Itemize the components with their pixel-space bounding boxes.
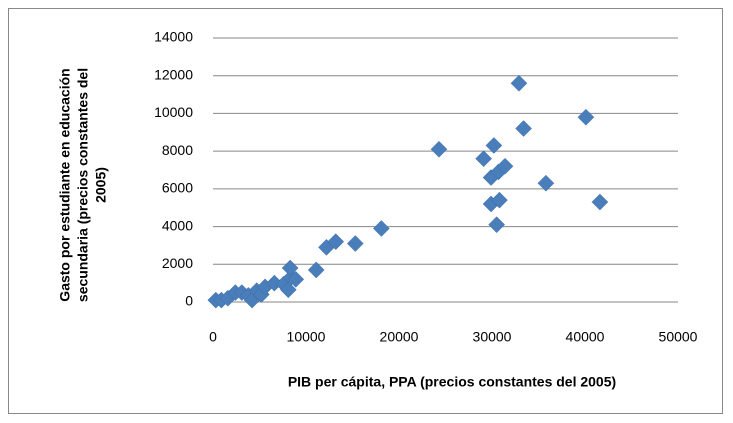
point bbox=[279, 281, 297, 299]
point bbox=[281, 259, 299, 277]
point bbox=[430, 140, 448, 158]
point bbox=[515, 120, 532, 137]
x-tick-label: 30000 bbox=[473, 329, 512, 345]
y-axis-title-line: secundaria (precios constantes del bbox=[75, 68, 91, 302]
y-tick-label: 4000 bbox=[162, 217, 193, 233]
y-tick-label: 12000 bbox=[154, 66, 193, 82]
y-tick-label: 8000 bbox=[162, 142, 193, 158]
point bbox=[485, 137, 503, 154]
y-tick-label: 14000 bbox=[154, 29, 193, 45]
x-tick-label: 10000 bbox=[287, 329, 326, 345]
point bbox=[346, 235, 364, 252]
chart-frame bbox=[8, 8, 723, 414]
point bbox=[307, 261, 325, 279]
y-axis-title-line: 2005) bbox=[93, 167, 109, 203]
point bbox=[327, 233, 345, 251]
point bbox=[372, 220, 390, 237]
x-tick-label: 50000 bbox=[659, 329, 698, 345]
x-tick-label: 40000 bbox=[566, 329, 605, 345]
y-axis-title: Gasto por estudiante en educación secund… bbox=[57, 68, 109, 302]
x-axis-title: PIB per cápita, PPA (precios constantes … bbox=[288, 374, 616, 390]
point bbox=[591, 193, 609, 211]
point bbox=[287, 271, 305, 288]
x-tick-label: 20000 bbox=[380, 329, 419, 345]
point bbox=[537, 174, 555, 192]
point bbox=[488, 216, 506, 234]
point bbox=[475, 150, 492, 168]
point bbox=[496, 157, 514, 175]
point bbox=[510, 74, 528, 92]
point bbox=[491, 191, 508, 209]
y-tick-label: 2000 bbox=[162, 255, 193, 271]
point bbox=[577, 108, 595, 126]
y-tick-label: 0 bbox=[185, 293, 193, 309]
y-axis-title-line: Gasto por estudiante en educación bbox=[57, 68, 73, 301]
y-tick-label: 10000 bbox=[154, 104, 193, 120]
y-tick-label: 6000 bbox=[162, 180, 193, 196]
x-tick-label: 0 bbox=[209, 329, 217, 345]
